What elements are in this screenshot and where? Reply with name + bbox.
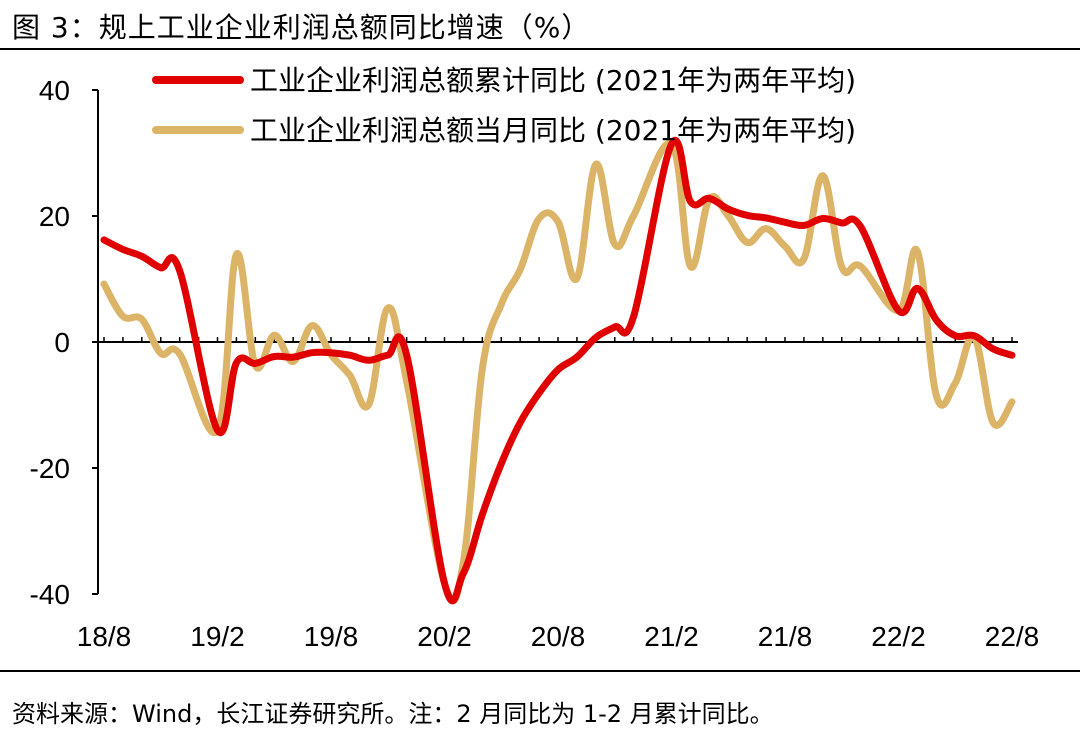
chart-series-layer — [100, 137, 1016, 605]
x-tick-label: 20/8 — [531, 621, 586, 652]
y-tick-label: 40 — [39, 75, 70, 106]
top-rule — [0, 48, 1080, 50]
chart-legend: 工业企业利润总额累计同比 (2021年为两年平均) 工业企业利润总额当月同比 (2… — [152, 64, 856, 147]
series-line-cumulative — [100, 137, 1016, 605]
x-tick-label: 22/2 — [871, 621, 926, 652]
figure-title: 图 3：规上工业企业利润总额同比增速（%） — [12, 11, 591, 44]
x-tick-label: 21/2 — [644, 621, 699, 652]
x-tick-label: 21/8 — [758, 621, 813, 652]
x-tick-label: 20/2 — [417, 621, 472, 652]
y-tick-label: 20 — [39, 201, 70, 232]
legend-label-monthly: 工业企业利润总额当月同比 (2021年为两年平均) — [250, 114, 856, 147]
bottom-rule — [0, 670, 1080, 672]
x-tick-label: 18/8 — [77, 621, 132, 652]
x-tick-label: 19/8 — [304, 621, 359, 652]
x-tick-label: 19/2 — [190, 621, 245, 652]
y-tick-label: -40 — [30, 579, 70, 610]
source-note: 资料来源：Wind，长江证券研究所。注：2 月同比为 1-2 月累计同比。 — [12, 700, 774, 728]
x-tick-label: 22/8 — [985, 621, 1040, 652]
legend-label-cumulative: 工业企业利润总额累计同比 (2021年为两年平均) — [250, 64, 856, 97]
y-tick-label: 0 — [54, 327, 70, 358]
y-tick-label: -20 — [30, 453, 70, 484]
